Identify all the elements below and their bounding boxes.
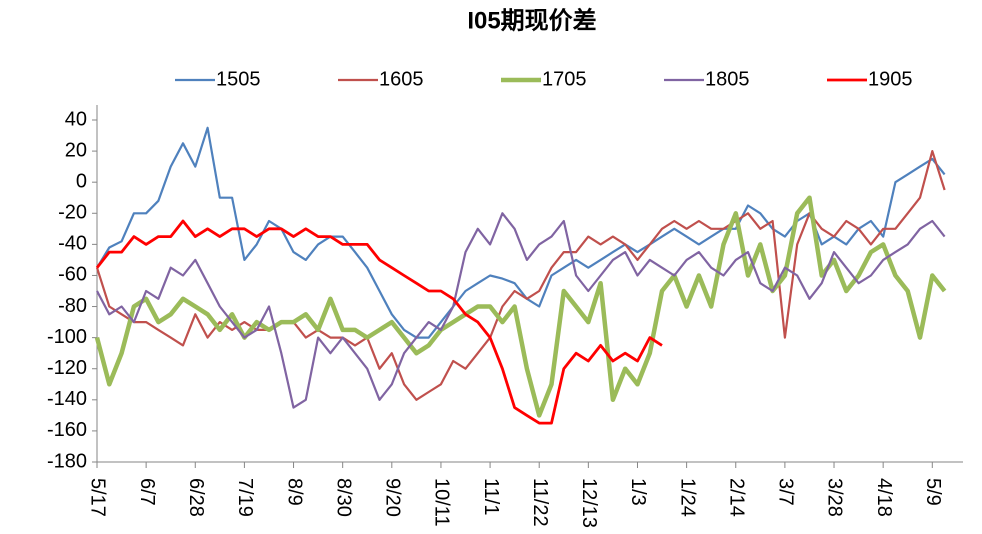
chart-title: I05期现价差	[467, 6, 596, 34]
series-line	[95, 150, 946, 401]
legend-label: 1805	[705, 68, 750, 90]
y-tick-label: -140	[47, 388, 87, 410]
x-tick-label: 8/9	[283, 478, 305, 506]
legend-label: 1605	[379, 68, 424, 90]
x-tick-label: 11/1	[480, 478, 502, 515]
x-tick-label: 10/11	[431, 478, 453, 527]
y-tick-label: -80	[58, 295, 87, 317]
y-tick-label: -60	[58, 264, 87, 286]
y-tick-label: -120	[47, 357, 87, 379]
series-line	[94, 195, 947, 418]
x-tick-label: 6/7	[136, 478, 158, 506]
x-tick-label: 9/20	[382, 478, 404, 517]
x-tick-label: 4/18	[873, 478, 895, 517]
legend-label: 1705	[542, 68, 587, 90]
x-tick-label: 2/14	[725, 478, 747, 517]
y-tick-label: 20	[65, 139, 87, 161]
x-tick-label: 1/3	[627, 478, 649, 506]
x-tick-label: 3/7	[775, 478, 797, 506]
y-tick-label: -20	[58, 202, 87, 224]
legend-label: 1505	[216, 68, 261, 90]
x-tick-label: 8/30	[332, 478, 354, 517]
legend-label: 1905	[868, 68, 913, 90]
x-tick-label: 6/28	[185, 478, 207, 517]
series-line	[95, 219, 663, 425]
y-tick-label: -100	[47, 326, 87, 348]
y-tick-label: -160	[47, 419, 87, 441]
series-line	[96, 212, 946, 409]
y-tick-label: 40	[65, 108, 87, 130]
x-tick-label: 3/28	[824, 478, 846, 517]
x-tick-label: 5/9	[922, 478, 944, 506]
x-tick-label: 1/24	[676, 478, 698, 517]
y-tick-label: -40	[58, 233, 87, 255]
x-tick-label: 11/22	[529, 478, 551, 527]
y-tick-label: -180	[47, 450, 87, 472]
x-tick-label: 7/19	[234, 478, 256, 517]
x-tick-label: 5/17	[87, 478, 109, 517]
x-tick-label: 12/13	[578, 478, 600, 528]
y-tick-label: 0	[76, 170, 87, 192]
